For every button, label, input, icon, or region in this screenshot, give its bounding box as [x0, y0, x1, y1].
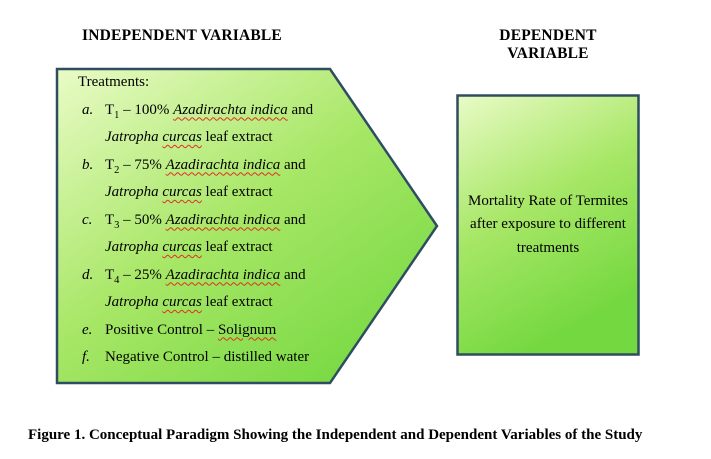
item-letter: f.	[82, 349, 90, 365]
item-text: T2 – 75% Azadirachta indica and Jatropha …	[105, 156, 306, 201]
species-name: curcas	[162, 294, 202, 310]
species-name: curcas	[162, 239, 202, 255]
species-name: curcas	[162, 184, 202, 200]
treatment-item-f: f. Negative Control – distilled water	[72, 344, 334, 372]
treatment-item-e: e. Positive Control – Solignum	[72, 317, 334, 345]
item-text: T1 – 100% Azadirachta indica and Jatropha…	[105, 101, 314, 146]
treatment-item-d: d. T4 – 25% Azadirachta indica and Jatrop…	[72, 262, 334, 317]
item-text: T3 – 50% Azadirachta indica and Jatropha …	[105, 211, 306, 256]
treatment-item-c: c. T3 – 50% Azadirachta indica and Jatrop…	[72, 207, 334, 262]
subscript: 3	[114, 219, 120, 231]
item-text: Positive Control – Solignum	[105, 321, 277, 338]
flagged-word: Solignum	[217, 321, 277, 338]
figure-caption: Figure 1. Conceptual Paradigm Showing th…	[28, 427, 643, 443]
treatment-item-a: a. T1 – 100% Azadirachta indica and Jatro…	[72, 97, 334, 152]
species-name: Jatropha	[105, 129, 163, 145]
subscript: 2	[114, 164, 120, 176]
species-name: Azadirachta indica	[165, 211, 281, 228]
item-letter: a.	[82, 101, 94, 118]
item-letter: d.	[82, 266, 94, 283]
subscript: 1	[114, 109, 120, 121]
dependent-variable-text: Mortality Rate of Termites after exposur…	[468, 193, 628, 256]
item-letter: c.	[82, 211, 93, 228]
subscript: 4	[114, 274, 120, 286]
dependent-rectangle-shape	[456, 94, 640, 356]
dependent-variable-header: DEPENDENT VARIABLE	[499, 27, 597, 62]
species-name: Jatropha	[105, 239, 163, 255]
item-letter: e.	[82, 321, 93, 338]
species-name: curcas	[162, 129, 202, 145]
independent-arrow-shape	[55, 67, 439, 385]
treatment-item-b: b. T2 – 75% Azadirachta indica and Jatrop…	[72, 152, 334, 207]
species-name: Azadirachta indica	[173, 101, 288, 118]
species-name: Azadirachta indica	[165, 156, 281, 173]
species-name: Azadirachta indica	[165, 266, 281, 283]
item-text: Negative Control – distilled water	[105, 349, 310, 365]
species-name: Jatropha	[105, 294, 163, 310]
item-text: T4 – 25% Azadirachta indica and Jatropha …	[105, 266, 306, 311]
item-letter: b.	[82, 156, 94, 173]
treatments-list: Treatments: a. T1 – 100% Azadirachta ind…	[72, 69, 334, 372]
independent-variable-header: INDEPENDENT VARIABLE	[82, 27, 282, 44]
arrow-polygon	[55, 67, 439, 385]
treatments-title: Treatments:	[78, 74, 150, 90]
rectangle	[456, 94, 640, 356]
species-name: Jatropha	[105, 184, 163, 200]
